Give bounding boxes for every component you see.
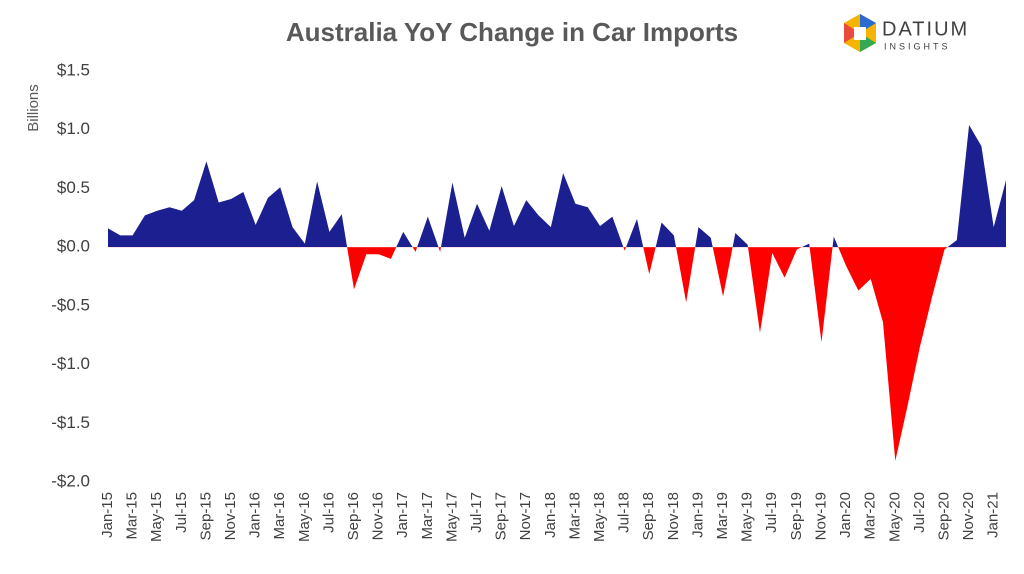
positive-area — [108, 125, 1006, 248]
x-tick-label: Mar-15 — [124, 492, 141, 540]
x-tick-label: Sep-15 — [197, 492, 214, 540]
y-tick-label: -$1.5 — [51, 413, 90, 432]
y-tick-label: -$1.0 — [51, 354, 90, 373]
x-tick-label: Nov-15 — [222, 492, 239, 540]
x-tick-label: May-16 — [296, 492, 313, 542]
x-tick-label: Jan-21 — [985, 492, 1002, 538]
x-tick-label: May-15 — [148, 492, 165, 542]
x-tick-label: Nov-19 — [812, 492, 829, 540]
x-tick-label: Jan-15 — [99, 492, 116, 538]
x-tick-label: Jan-17 — [394, 492, 411, 538]
x-tick-label: Mar-17 — [419, 492, 436, 540]
x-tick-label: May-19 — [739, 492, 756, 542]
x-tick-label: Mar-18 — [566, 492, 583, 540]
y-axis-label: Billions — [25, 84, 42, 132]
x-tick-label: Nov-20 — [960, 492, 977, 540]
x-tick-label: Jan-20 — [837, 492, 854, 538]
logo-part — [854, 27, 866, 40]
x-tick-label: Jul-17 — [468, 492, 485, 533]
logo: DATIUM INSIGHTS — [844, 14, 969, 52]
x-tick-label: Sep-19 — [788, 492, 805, 540]
logo-part — [844, 23, 860, 43]
x-tick-label: Jul-20 — [911, 492, 928, 533]
x-tick-label: May-18 — [591, 492, 608, 542]
x-tick-label: Nov-17 — [517, 492, 534, 540]
y-tick-label: $1.0 — [57, 119, 90, 138]
x-tick-label: Sep-17 — [493, 492, 510, 540]
y-tick-label: -$2.0 — [51, 471, 90, 490]
x-tick-label: Nov-18 — [665, 492, 682, 540]
x-tick-label: Sep-16 — [345, 492, 362, 540]
x-tick-label: Mar-19 — [714, 492, 731, 540]
x-tick-label: Sep-20 — [935, 492, 952, 540]
y-tick-label: $0.5 — [57, 178, 90, 197]
y-tick-label: -$0.5 — [51, 295, 90, 314]
x-tick-label: Jan-18 — [542, 492, 559, 538]
logo-subtext: INSIGHTS — [884, 41, 951, 51]
x-tick-label: Mar-20 — [862, 492, 879, 540]
x-tick-label: Jan-19 — [689, 492, 706, 538]
x-tick-label: Jul-19 — [763, 492, 780, 533]
x-tick-label: Mar-16 — [271, 492, 288, 540]
y-tick-label: $0.0 — [57, 237, 90, 256]
logo-text: DATIUM — [882, 18, 969, 40]
chart-title: Australia YoY Change in Car Imports — [286, 17, 738, 47]
y-tick-label: $1.5 — [57, 60, 90, 79]
x-tick-label: Nov-16 — [370, 492, 387, 540]
x-tick-label: Sep-18 — [640, 492, 657, 540]
x-tick-label: May-20 — [886, 492, 903, 542]
x-tick-label: May-17 — [443, 492, 460, 542]
x-tick-label: Jul-18 — [616, 492, 633, 533]
x-tick-label: Jul-16 — [320, 492, 337, 533]
x-tick-label: Jan-16 — [247, 492, 264, 538]
negative-area — [108, 247, 1006, 461]
x-tick-label: Jul-15 — [173, 492, 190, 533]
